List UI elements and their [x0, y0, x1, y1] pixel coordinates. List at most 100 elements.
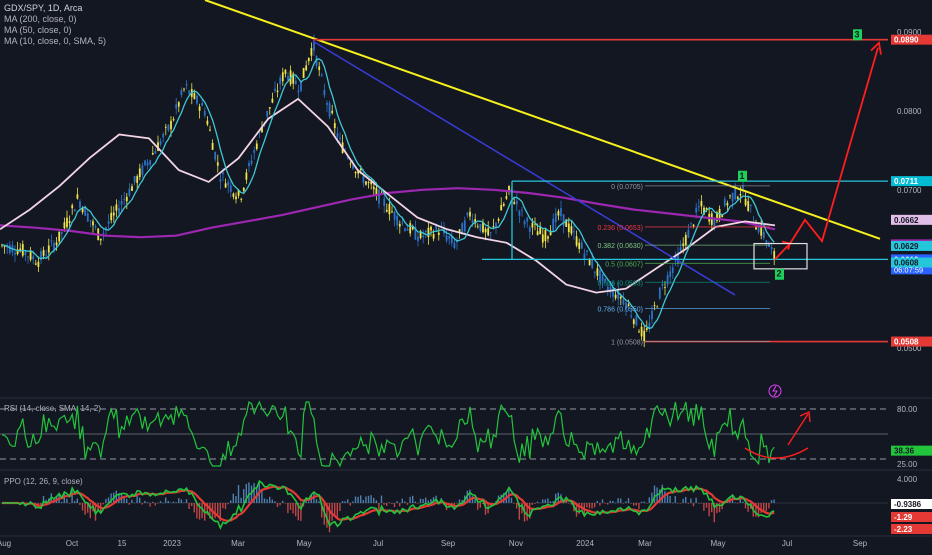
fib-level-label: 0.382 (0.0630) [597, 243, 643, 250]
candle-body [627, 304, 630, 306]
candle-body [734, 187, 737, 200]
candle-body [266, 110, 269, 117]
ppo-histogram-bar [521, 503, 523, 514]
price-badge [891, 336, 932, 347]
ppo-histogram-bar [102, 503, 104, 505]
ppo-histogram-bar [539, 502, 541, 504]
candle-body [385, 209, 388, 212]
ppo-value-label: -0.9386 [894, 500, 922, 509]
legend-ma50: MA (50, close, 0) [4, 25, 72, 35]
price-badge-label: 0.0608 [894, 259, 919, 268]
ppo-histogram-bar [526, 503, 528, 521]
candle-body [14, 252, 16, 255]
candle-body [697, 206, 700, 208]
candle-body [604, 278, 607, 282]
ppo-histogram-bar [378, 503, 380, 510]
ppo-histogram-bar [318, 501, 320, 503]
candle-body [240, 198, 243, 200]
candle-body [760, 225, 763, 236]
ppo-histogram-bar [141, 503, 143, 505]
candle-body [323, 89, 326, 96]
candle-body [105, 227, 107, 229]
price-badge [891, 34, 932, 45]
ppo-histogram-bar [716, 503, 718, 514]
ppo-histogram-bar [266, 499, 268, 503]
ppo-histogram-bar [599, 503, 601, 506]
candle-body [562, 214, 565, 226]
candle-body [502, 203, 505, 206]
ppo-histogram-bar [196, 503, 198, 519]
candle-body [99, 238, 102, 241]
rsi-value-badge [891, 445, 932, 456]
legend-ma10: MA (10, close, 0, SMA, 5) [4, 36, 107, 46]
ppo-histogram-bar [622, 503, 624, 504]
candle-body [55, 242, 58, 245]
candle-body [76, 194, 79, 199]
price-badge [891, 240, 932, 251]
price-badge-label: 0.0508 [894, 338, 919, 347]
candle-body [58, 231, 61, 242]
y-tick-label: 0.0900 [897, 28, 922, 37]
candle-body [352, 165, 354, 169]
candle-body [549, 230, 552, 236]
ppo-histogram-bar [568, 503, 570, 504]
ppo-histogram-bar [284, 503, 286, 504]
ppo-histogram-bar [136, 495, 138, 503]
candle-body [175, 104, 178, 109]
ppo-histogram-bar [76, 498, 78, 503]
ppo-histogram-bar [175, 502, 177, 503]
candle-body [19, 248, 22, 251]
candle-body [102, 232, 105, 234]
ppo-histogram-bar [635, 503, 637, 506]
rsi-value-label: 38.36 [894, 447, 915, 456]
candle-body [40, 251, 42, 261]
candle-body [229, 185, 232, 192]
wave-marker-label: 2 [776, 269, 781, 279]
x-tick-label: May [710, 539, 725, 548]
candle-body [736, 196, 739, 199]
ppo-histogram-bar [87, 503, 89, 513]
ppo-histogram-bar [123, 496, 125, 503]
ppo-histogram-bar [705, 503, 708, 508]
ppo-histogram-bar [201, 503, 203, 519]
candle-body [461, 223, 464, 235]
candle-body [645, 328, 648, 330]
ppo-histogram-bar [471, 496, 474, 503]
ppo-histogram-bar [620, 498, 622, 503]
ppo-histogram-bar [271, 499, 273, 503]
ppo-histogram-bar [308, 501, 310, 503]
ppo-histogram-bar [105, 499, 107, 503]
candle-body [89, 220, 92, 222]
ppo-histogram-bar [263, 498, 266, 503]
candle-body [729, 195, 731, 197]
candle-body [591, 259, 594, 269]
candle-body [279, 77, 282, 85]
wave-marker-label: 1 [739, 171, 744, 181]
candle-body [16, 249, 19, 255]
rsi-arrow [787, 413, 809, 446]
ppo-histogram-bar [245, 483, 247, 503]
ppo-histogram-bar [490, 503, 492, 508]
candle-body [617, 289, 620, 300]
candle-body [34, 263, 37, 265]
ppo-histogram-bar [149, 503, 151, 507]
candle-body [391, 211, 393, 213]
candle-body [281, 72, 284, 82]
candle-body [630, 315, 633, 317]
candle-body [149, 160, 152, 165]
ppo-histogram-bar [115, 490, 117, 503]
x-tick-label: Mar [638, 539, 652, 548]
candle-body [640, 326, 643, 337]
ppo-histogram-bar [773, 499, 775, 503]
candle-body [427, 227, 430, 238]
ppo-histogram-bar [458, 499, 461, 503]
candle-body [458, 229, 461, 233]
candle-body [125, 196, 128, 202]
rsi-tick-label: 80.00 [897, 405, 918, 414]
ppo-histogram-bar [185, 499, 188, 503]
candle-body [570, 226, 573, 234]
candle-body [367, 182, 370, 183]
candle-body [123, 198, 126, 200]
